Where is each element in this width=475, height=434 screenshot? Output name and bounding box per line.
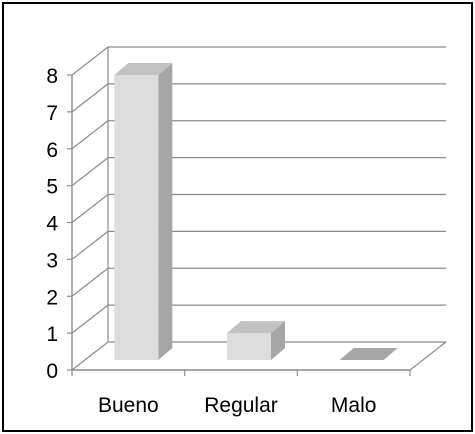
side-gridline bbox=[71, 267, 109, 297]
x-tick-label: Regular bbox=[204, 394, 278, 417]
bar-malo bbox=[339, 348, 398, 360]
y-tick-label: 2 bbox=[46, 286, 58, 309]
side-gridline bbox=[71, 230, 109, 260]
bar-side bbox=[271, 321, 285, 360]
bar-regular bbox=[227, 321, 285, 360]
side-gridline bbox=[71, 341, 109, 371]
bar-side bbox=[158, 63, 173, 360]
side-gridline bbox=[71, 194, 109, 223]
x-tick-labels: Bueno Regular Malo bbox=[98, 394, 376, 417]
side-gridline bbox=[71, 120, 109, 150]
x-tick-label: Bueno bbox=[98, 394, 159, 417]
bar-bueno bbox=[114, 63, 173, 360]
bar-top bbox=[339, 348, 398, 360]
axes bbox=[67, 47, 447, 376]
floor-right-edge bbox=[409, 341, 447, 371]
y-tick-label: 8 bbox=[46, 65, 58, 88]
bar-front bbox=[227, 333, 271, 360]
side-gridline bbox=[71, 46, 109, 76]
y-tick-label: 3 bbox=[46, 249, 58, 272]
y-tick-label: 1 bbox=[46, 323, 58, 346]
y-tick-label: 5 bbox=[46, 176, 58, 199]
bar-top bbox=[227, 321, 285, 334]
x-tick-label: Malo bbox=[331, 394, 377, 417]
side-gridline bbox=[71, 304, 109, 334]
y-tick-label: 4 bbox=[46, 213, 58, 236]
y-tick-label: 6 bbox=[46, 139, 58, 162]
side-gridline bbox=[71, 83, 109, 113]
side-gridline bbox=[71, 157, 109, 187]
bar-front bbox=[114, 75, 159, 360]
bars bbox=[114, 63, 398, 360]
y-tick-label: 0 bbox=[46, 360, 58, 383]
y-tick-label: 7 bbox=[46, 102, 58, 125]
bar-top bbox=[114, 63, 173, 75]
y-tick-labels: 0 1 2 3 4 5 6 7 8 bbox=[46, 65, 58, 383]
